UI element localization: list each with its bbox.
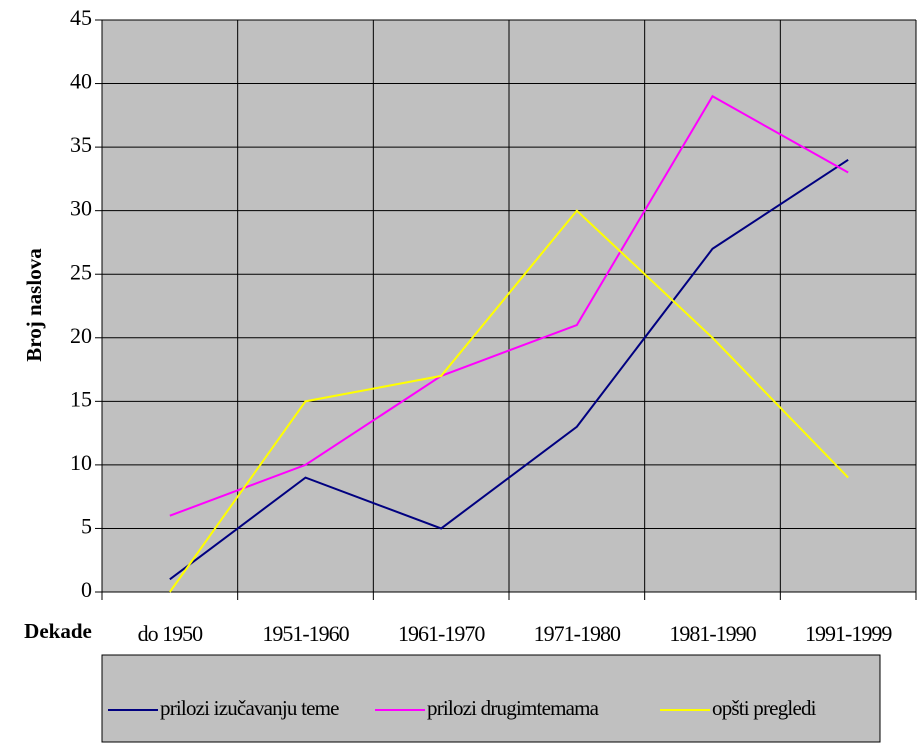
x-tick-label: 1981-1990 bbox=[669, 621, 756, 646]
y-tick-label: 0 bbox=[81, 577, 92, 602]
legend-box bbox=[101, 654, 881, 743]
y-tick-label: 20 bbox=[70, 323, 92, 348]
y-tick-label: 25 bbox=[70, 259, 92, 284]
y-axis-label: Broj naslova bbox=[22, 248, 46, 362]
legend-label: prilozi izučavanju teme bbox=[160, 696, 339, 720]
legend-label: prilozi drugimtemama bbox=[427, 696, 600, 720]
legend-label: opšti pregledi bbox=[712, 696, 817, 720]
legend: prilozi izučavanju teme prilozi drugimtem… bbox=[108, 696, 817, 720]
x-tick-label: 1971-1980 bbox=[534, 621, 621, 646]
series-line bbox=[169, 158, 849, 581]
x-axis-label: Dekade bbox=[24, 619, 92, 643]
x-tick-label: do 1950 bbox=[138, 621, 204, 646]
y-tick-label: 15 bbox=[70, 386, 92, 411]
y-tick-label: 10 bbox=[70, 450, 92, 475]
y-tick-label: 40 bbox=[70, 69, 92, 94]
x-tick-label: 1991-1999 bbox=[805, 621, 892, 646]
x-tick-label: 1961-1970 bbox=[398, 621, 485, 646]
y-tick-label: 45 bbox=[70, 5, 92, 30]
x-tick-label: 1951-1960 bbox=[262, 621, 349, 646]
series-line bbox=[169, 209, 849, 593]
series-line bbox=[169, 94, 849, 517]
y-tick-label: 5 bbox=[81, 513, 92, 538]
y-tick-label: 35 bbox=[70, 132, 92, 157]
y-tick-label: 30 bbox=[70, 196, 92, 221]
